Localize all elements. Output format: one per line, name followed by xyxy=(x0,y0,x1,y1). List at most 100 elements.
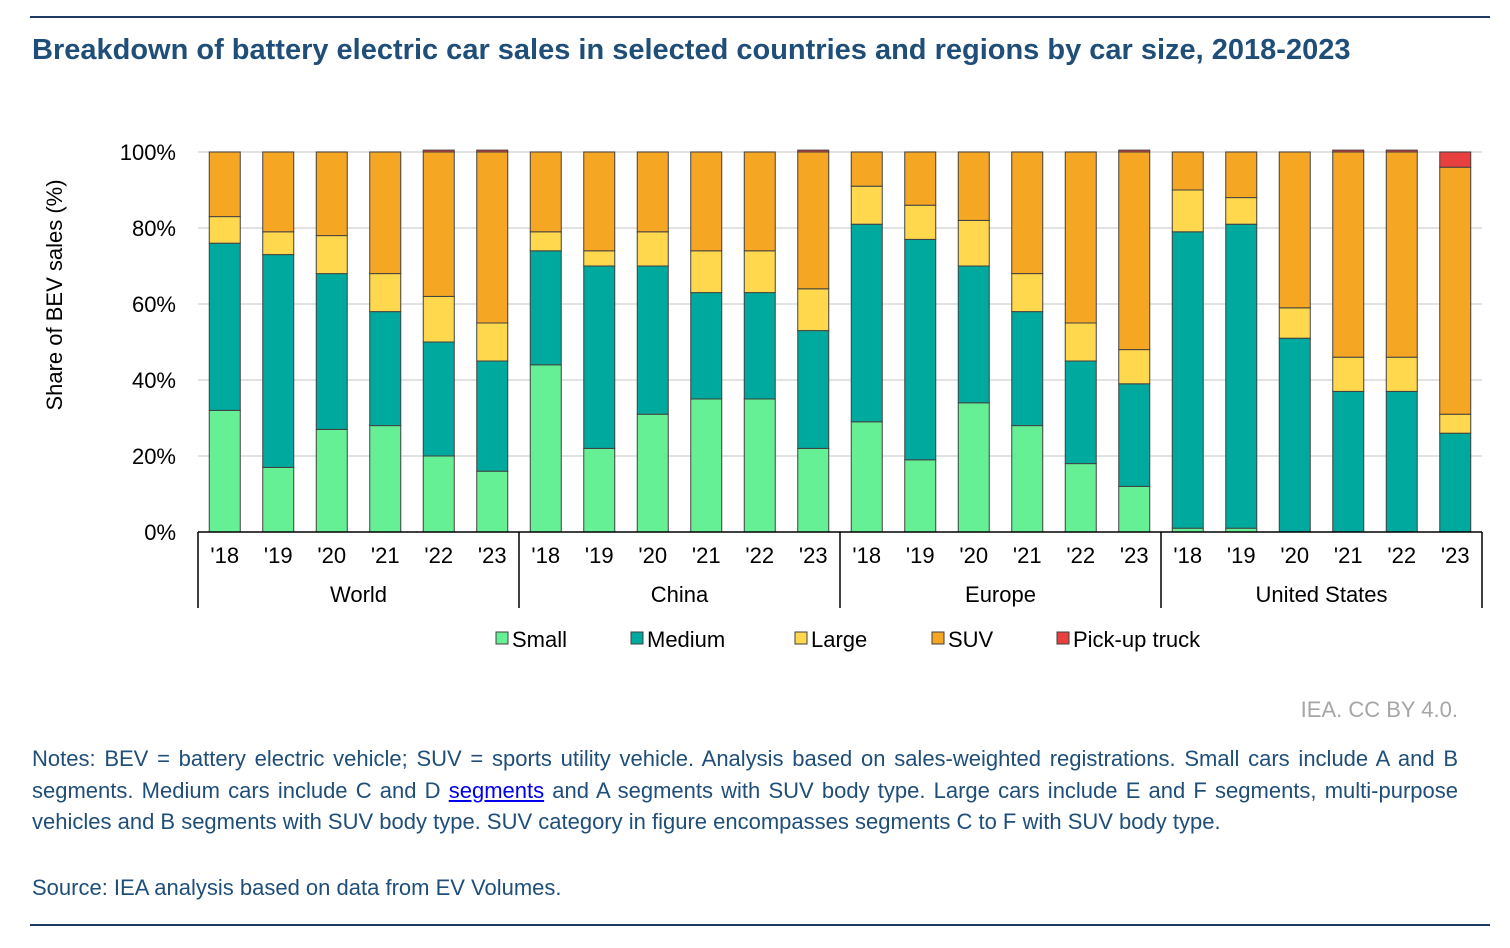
bar-suv xyxy=(797,151,830,290)
bar-pick-up-truck xyxy=(1439,151,1472,168)
bar-suv xyxy=(476,151,509,324)
chart: 0% 20% 40% 60% 80% 100% '18 '19 '20 '21 '22 '23 Wor… xyxy=(42,140,1483,652)
bar-small xyxy=(422,455,455,533)
bar-large xyxy=(1385,356,1418,392)
x-group-label: China xyxy=(651,582,709,607)
bar-large xyxy=(476,322,509,362)
bar-suv xyxy=(743,151,776,252)
bar-small xyxy=(1011,425,1044,533)
bar-medium xyxy=(1118,383,1151,487)
bar-large xyxy=(208,216,241,244)
legend-swatch xyxy=(931,631,945,645)
bar-suv xyxy=(957,151,990,221)
bar-large xyxy=(1278,307,1311,339)
x-tick-label: '20 xyxy=(638,543,667,568)
bar-medium xyxy=(636,265,669,415)
bar-large xyxy=(797,288,830,332)
bar-large xyxy=(1064,322,1097,362)
bar-medium xyxy=(957,265,990,404)
bar-suv xyxy=(850,151,883,187)
axes xyxy=(197,531,1483,608)
legend-item: Large xyxy=(794,627,867,652)
x-tick-label: '22 xyxy=(1066,543,1095,568)
bar-suv xyxy=(315,151,348,237)
x-tick-label: '20 xyxy=(317,543,346,568)
bar-small xyxy=(690,398,723,533)
bar-medium xyxy=(797,330,830,449)
bar-large xyxy=(743,250,776,294)
y-tick-label: 40% xyxy=(132,368,176,393)
bar-suv xyxy=(1064,151,1097,324)
bar-large xyxy=(690,250,723,294)
bar-suv xyxy=(1385,151,1418,358)
bar-large xyxy=(1118,349,1151,385)
bar-pick-up-truck xyxy=(1118,149,1151,153)
credit-text: IEA. CC BY 4.0. xyxy=(1300,697,1458,722)
bar-medium xyxy=(529,250,562,366)
bar-large xyxy=(529,231,562,252)
x-tick-label: '21 xyxy=(692,543,721,568)
bar-large xyxy=(1225,197,1258,225)
bar-large xyxy=(957,219,990,267)
y-tick-label: 80% xyxy=(132,216,176,241)
bar-small xyxy=(262,466,295,533)
bar-medium xyxy=(422,341,455,457)
x-tick-label: '18 xyxy=(1173,543,1202,568)
bar-medium xyxy=(1278,337,1311,533)
bar-pick-up-truck xyxy=(422,149,455,153)
bar-medium xyxy=(369,311,402,427)
x-tick-label: '22 xyxy=(745,543,774,568)
bar-large xyxy=(1171,189,1204,233)
notes-text-1: Notes: BEV = battery electric vehicle; S… xyxy=(32,746,1458,803)
bar-suv xyxy=(529,151,562,233)
bar-large xyxy=(636,231,669,267)
top-rule xyxy=(30,16,1490,18)
x-tick-label: '23 xyxy=(1120,543,1149,568)
x-tick-label: '22 xyxy=(424,543,453,568)
legend-item: Small xyxy=(495,627,567,652)
x-tick-label: '21 xyxy=(1334,543,1363,568)
x-tick-label: '19 xyxy=(264,543,293,568)
bar-medium xyxy=(743,292,776,400)
bar-medium xyxy=(1011,311,1044,427)
bar-large xyxy=(850,185,883,225)
bar-small xyxy=(369,425,402,533)
segments-link[interactable]: segments xyxy=(448,777,545,803)
bar-large xyxy=(1439,413,1472,434)
bar-small xyxy=(797,447,830,533)
x-tick-label: '19 xyxy=(585,543,614,568)
bar-suv xyxy=(369,151,402,275)
legend-item: Medium xyxy=(630,627,725,652)
x-group-label: United States xyxy=(1255,582,1387,607)
x-tick-label: '20 xyxy=(959,543,988,568)
x-tick-label: '21 xyxy=(1013,543,1042,568)
notes: Notes: BEV = battery electric vehicle; S… xyxy=(32,743,1458,838)
bar-suv xyxy=(208,151,241,218)
notes-text-2: and A segments with SUV body type. Large… xyxy=(32,777,1458,835)
bar-suv xyxy=(1011,151,1044,275)
x-tick-label: '23 xyxy=(1441,543,1470,568)
bar-medium xyxy=(1439,432,1472,533)
bar-suv xyxy=(1332,151,1365,358)
x-group-label: Europe xyxy=(965,582,1036,607)
bar-suv xyxy=(1118,151,1151,351)
bar-medium xyxy=(1171,231,1204,529)
bar-medium xyxy=(262,254,295,468)
bar-medium xyxy=(690,292,723,400)
bar-suv xyxy=(1439,166,1472,415)
y-axis-title: Share of BEV sales (%) xyxy=(42,179,67,410)
bar-large xyxy=(422,295,455,343)
bar-suv xyxy=(690,151,723,252)
y-tick-label: 60% xyxy=(132,292,176,317)
bar-large xyxy=(1332,356,1365,392)
bar-small xyxy=(529,364,562,533)
legend-label: Medium xyxy=(647,627,725,652)
x-tick-label: '23 xyxy=(799,543,828,568)
y-tick-label: 20% xyxy=(132,444,176,469)
bar-small xyxy=(476,470,509,533)
y-tick-label: 0% xyxy=(144,520,176,545)
bar-suv xyxy=(262,151,295,233)
bar-small xyxy=(208,409,241,533)
bar-small xyxy=(1064,463,1097,533)
x-tick-label: '20 xyxy=(1280,543,1309,568)
